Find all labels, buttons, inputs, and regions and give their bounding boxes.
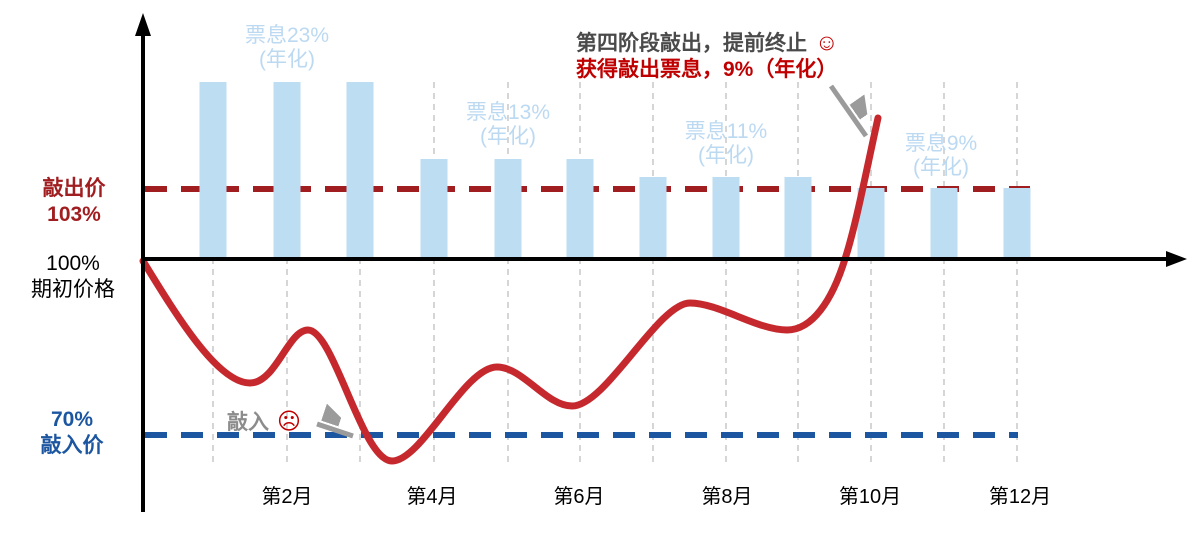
coupon-bar-month-1 (199, 82, 227, 258)
price-path-layer (139, 114, 882, 465)
coupon-bar-month-8 (712, 177, 740, 258)
x-axis-label-5: 第10月 (838, 486, 902, 508)
knockin-annotation-text: 敲入 (227, 411, 269, 434)
knockout-price-label: 敲出价 103% (43, 176, 106, 228)
coupon-rate-label-1: 票息23% (年化) (245, 24, 329, 72)
knockout-arrow-icon (828, 84, 866, 138)
coupon-rate-label-3-line2: (年化) (697, 144, 754, 167)
coupon-bar-month-9 (784, 177, 812, 258)
coupon-rate-label-2-line2: (年化) (480, 125, 536, 148)
x-axis-label-6: 第12月 (988, 486, 1052, 508)
coupon-bar-month-5 (494, 159, 522, 258)
x-axis-label-1: 第2月 (261, 486, 313, 508)
coupon-bar-month-12 (1003, 188, 1031, 258)
coupon-rate-label-3-line1: 票息11% (684, 120, 768, 143)
coupon-bar-month-6 (566, 159, 594, 258)
underlying-price-curve (139, 114, 882, 465)
knockout-price-label-line1: 敲出价 (42, 177, 106, 200)
coupon-bar-month-4 (420, 159, 448, 258)
knockin-price-label-line2: 敲入价 (40, 434, 104, 457)
coupon-bar-month-11 (930, 188, 958, 258)
coupon-bar-month-7 (639, 177, 667, 258)
coupon-rate-label-2: 票息13% (年化) (466, 101, 550, 149)
coupon-rate-label-2-line1: 票息13% (465, 101, 551, 124)
coupon-bar-month-3 (346, 82, 374, 258)
sad-face-icon: ☹ (277, 408, 301, 434)
knockin-arrow-icon (316, 424, 354, 439)
coupon-rate-label-4-line2: (年化) (912, 156, 969, 179)
x-axis-arrowhead-icon (1166, 251, 1187, 267)
knockout-price-label-line2: 103% (47, 203, 101, 226)
knockout-annotation-line1: 第四阶段敲出，提前终止 ☺ (576, 29, 838, 57)
coupon-rate-label-1-line1: 票息23% (244, 24, 330, 47)
initial-price-label-line2: 期初价格 (31, 278, 115, 301)
coupon-rate-label-4: 票息9% (年化) (905, 132, 977, 180)
coupon-rate-label-4-line1: 票息9% (904, 132, 978, 155)
coupon-bars-layer (199, 82, 1031, 258)
coupon-rate-label-3: 票息11% (年化) (685, 120, 767, 168)
x-axis-label-4: 第8月 (701, 486, 753, 508)
x-axis-label-3: 第6月 (553, 486, 605, 508)
y-axis-arrowhead-icon (135, 13, 151, 36)
knockout-annotation-text: 第四阶段敲出，提前终止 (576, 32, 807, 55)
axes-layer (135, 13, 1187, 512)
coupon-rate-label-1-line2: (年化) (259, 48, 315, 71)
month-gridlines-layer (212, 82, 1018, 462)
knockin-price-label: 70% 敲入价 (41, 407, 104, 459)
annotation-arrows-layer (316, 84, 866, 439)
knockin-price-label-line1: 70% (50, 408, 94, 431)
knockout-annotation: 第四阶段敲出，提前终止 ☺ 获得敲出票息，9%（年化） (576, 29, 838, 83)
initial-price-label-line1: 100% (46, 252, 100, 275)
knockout-annotation-line2: 获得敲出票息，9%（年化） (576, 58, 838, 81)
knockin-annotation: 敲入 ☹ (227, 406, 301, 436)
initial-price-label: 100% 期初价格 (31, 251, 115, 303)
smiley-face-icon: ☺ (815, 29, 839, 55)
x-axis-label-2: 第4月 (406, 486, 458, 508)
coupon-bar-month-2 (273, 82, 301, 258)
